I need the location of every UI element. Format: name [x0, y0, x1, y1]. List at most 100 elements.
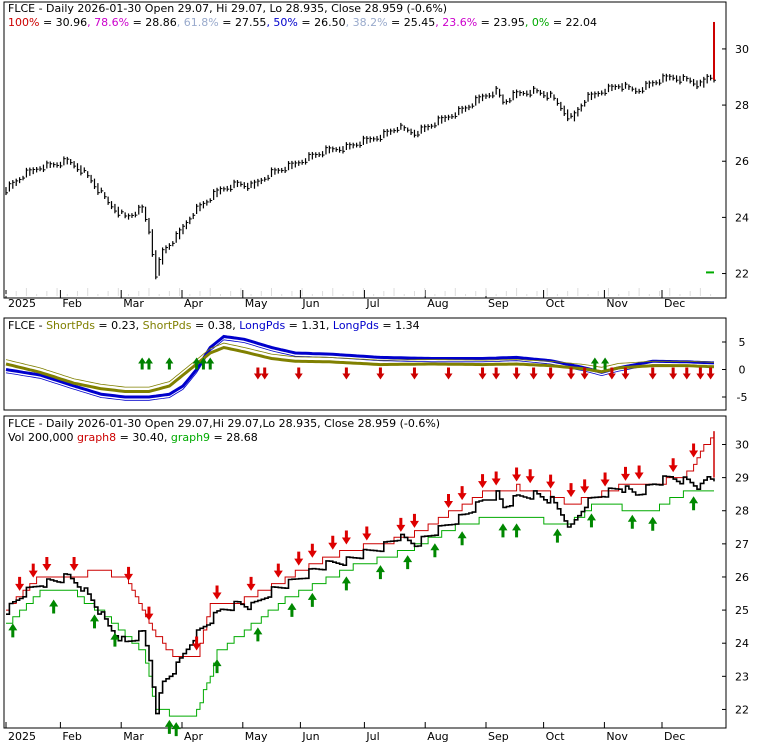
buy-arrow	[49, 599, 59, 614]
stops-ytick-label: 24	[735, 637, 749, 650]
fib-label-2: , 61.8%	[177, 16, 219, 29]
price-xlabel: Nov	[606, 297, 628, 310]
indicator-sell-arrow	[478, 367, 487, 380]
stops-series-graph9	[6, 490, 714, 717]
price-ytick-label: 24	[735, 211, 749, 224]
fib-value-4: = 25.45	[388, 16, 436, 29]
fib-label-6: , 0%	[525, 16, 549, 29]
indicator-title-part-1: ShortPds	[46, 319, 95, 332]
indicator-sell-arrow	[546, 367, 555, 380]
buy-arrow	[164, 719, 174, 734]
buy-arrow	[512, 523, 522, 538]
fib-value-2: = 27.55	[219, 16, 267, 29]
stops-xlabel: May	[245, 730, 268, 743]
indicator-sell-arrow	[580, 367, 589, 380]
fib-label-0: 100%	[8, 16, 39, 29]
stops-xlabel: Sep	[488, 730, 509, 743]
buy-arrow	[627, 514, 637, 529]
stops-ytick-label: 27	[735, 538, 749, 551]
buy-arrow	[253, 627, 263, 642]
sell-arrow	[600, 472, 610, 487]
indicator-ytick-label: 5	[739, 336, 746, 349]
indicator-sell-arrow	[706, 367, 715, 380]
stops-xlabel: 2025	[8, 730, 36, 743]
price-panel-frame	[3, 1, 727, 299]
indicator-buy-arrow	[590, 357, 599, 370]
price-xlabel: Apr	[184, 297, 204, 310]
indicator-sell-arrow	[260, 367, 269, 380]
stops-price-line	[6, 475, 715, 715]
indicator-sell-arrow	[696, 367, 705, 380]
buy-arrow	[648, 516, 658, 531]
fib-label-4: , 38.2%	[346, 16, 388, 29]
fib-value-1: = 28.86	[129, 16, 177, 29]
price-xlabel: Sep	[488, 297, 509, 310]
buy-arrow	[307, 592, 317, 607]
indicator-ytick-label: 0	[739, 364, 746, 377]
sell-arrow	[546, 474, 556, 489]
stops-xlabel: Jul	[365, 730, 379, 743]
sell-arrow	[621, 466, 630, 481]
chart-marks-layer: 2025 2025 Feb Feb Mar Mar Apr Apr May May Jun Jun Ju…	[5, 21, 749, 743]
sell-arrow	[457, 486, 467, 501]
stops-panel-frame	[3, 415, 727, 729]
price-xlabel: Oct	[546, 297, 566, 310]
price-ytick-label: 26	[735, 155, 749, 168]
price-xlabel: 2025	[8, 297, 36, 310]
fib-legend: 100% = 30.96, 78.6% = 28.86, 61.8% = 27.…	[8, 16, 597, 29]
stops-ytick-label: 28	[735, 505, 749, 518]
indicator-buy-arrow	[144, 357, 153, 370]
stops-title-part-1: graph8	[77, 431, 116, 444]
indicator-sell-arrow	[682, 367, 691, 380]
price-xlabel: Feb	[62, 297, 81, 310]
indicator-title-part-8: = 1.34	[379, 319, 420, 332]
sell-arrow	[566, 483, 576, 498]
fib-value-3: = 26.50	[298, 16, 346, 29]
indicator-title-part-7: LongPds	[333, 319, 379, 332]
sell-arrow	[491, 471, 501, 486]
price-title: FLCE - Daily 2026-01-30 Open 29.07, Hi 2…	[8, 2, 447, 15]
sell-arrow	[668, 458, 678, 473]
price-ytick-label: 22	[735, 268, 749, 281]
indicator-buy-arrow	[192, 357, 201, 370]
buy-arrow	[171, 722, 181, 737]
price-xlabel: Dec	[664, 297, 685, 310]
stops-title-part-2: = 30.40,	[116, 431, 171, 444]
indicator-ytick-label: -5	[737, 391, 748, 404]
price-ytick-label: 30	[735, 43, 749, 56]
stops-title-part-3: graph9	[171, 431, 210, 444]
indicator-title-part-4: = 0.38,	[192, 319, 240, 332]
sell-arrow	[634, 465, 644, 480]
stops-ytick-label: 25	[735, 604, 749, 617]
stops-xlabel: Jun	[301, 730, 319, 743]
stops-xlabel: Mar	[123, 730, 144, 743]
sell-arrow	[15, 576, 25, 591]
indicator-title-part-5: LongPds	[239, 319, 285, 332]
price-xlabel: May	[245, 297, 268, 310]
indicator-buy-arrow	[138, 357, 147, 370]
sell-arrow	[212, 585, 222, 600]
stops-title-part-4: = 28.68	[210, 431, 258, 444]
buy-arrow	[498, 523, 508, 538]
stops-title-1: FLCE - Daily 2026-01-30 Open 29.07,Hi 29…	[8, 417, 440, 430]
buy-arrow	[110, 632, 120, 647]
sell-arrow	[69, 556, 79, 571]
buy-arrow	[287, 602, 297, 617]
indicator-sell-arrow	[376, 367, 385, 380]
buy-arrow	[375, 565, 385, 580]
sell-arrow	[246, 576, 256, 591]
sell-arrow	[294, 551, 304, 566]
fib-label-5: , 23.6%	[435, 16, 477, 29]
sell-arrow	[362, 526, 372, 541]
stops-xlabel: Aug	[427, 730, 448, 743]
price-xlabel: Aug	[427, 297, 448, 310]
indicator-buy-arrow	[165, 357, 174, 370]
stops-xlabel: Apr	[184, 730, 204, 743]
indicator-sell-arrow	[253, 367, 262, 380]
sell-arrow	[42, 556, 52, 571]
sell-arrow	[525, 469, 535, 484]
price-xlabel: Jul	[365, 297, 379, 310]
indicator-series-1	[5, 345, 715, 393]
indicator-sell-arrow	[567, 367, 576, 380]
